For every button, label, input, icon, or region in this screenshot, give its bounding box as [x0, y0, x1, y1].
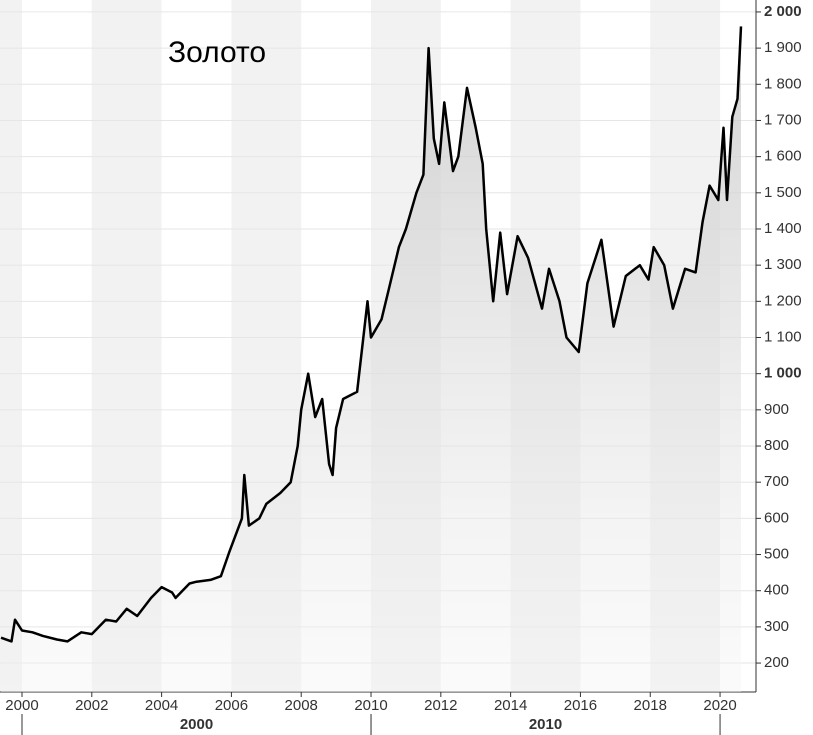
- x-tick-label: 2008: [285, 697, 318, 714]
- y-tick-label: 2 000: [764, 3, 802, 20]
- x-tick-label: 2002: [75, 697, 108, 714]
- y-tick-label: 400: [764, 582, 789, 599]
- x-tick-label: 2016: [564, 697, 597, 714]
- x-tick-label: 2020: [703, 697, 736, 714]
- period-label: 2010: [529, 716, 562, 733]
- y-tick-label: 1 500: [764, 184, 802, 201]
- x-tick-label: 2012: [424, 697, 457, 714]
- y-tick-label: 1 600: [764, 148, 802, 165]
- y-tick-label: 200: [764, 654, 789, 671]
- chart-title: Золото: [168, 36, 266, 69]
- y-tick-label: 1 200: [764, 292, 802, 309]
- x-tick-label: 2000: [5, 697, 38, 714]
- x-tick-label: 2014: [494, 697, 527, 714]
- x-tick-label: 2004: [145, 697, 178, 714]
- period-label: 2000: [180, 716, 213, 733]
- area: [1, 26, 741, 692]
- y-tick-label: 800: [764, 437, 789, 454]
- y-tick-label: 1 400: [764, 220, 802, 237]
- y-tick-label: 500: [764, 546, 789, 563]
- y-tick-label: 700: [764, 473, 789, 490]
- x-tick-label: 2018: [634, 697, 667, 714]
- x-tick-label: 2010: [354, 697, 387, 714]
- y-tick-label: 1 300: [764, 256, 802, 273]
- x-tick-label: 2006: [215, 697, 248, 714]
- y-tick-label: 900: [764, 401, 789, 418]
- y-tick-label: 1 100: [764, 328, 802, 345]
- band: [0, 0, 22, 692]
- y-tick-label: 300: [764, 618, 789, 635]
- y-tick-label: 1 700: [764, 111, 802, 128]
- y-tick-label: 1 900: [764, 39, 802, 56]
- y-tick-label: 1 800: [764, 75, 802, 92]
- y-tick-label: 600: [764, 509, 789, 526]
- y-tick-label: 1 000: [764, 365, 802, 382]
- line: [0, 26, 743, 643]
- band: [91, 0, 162, 692]
